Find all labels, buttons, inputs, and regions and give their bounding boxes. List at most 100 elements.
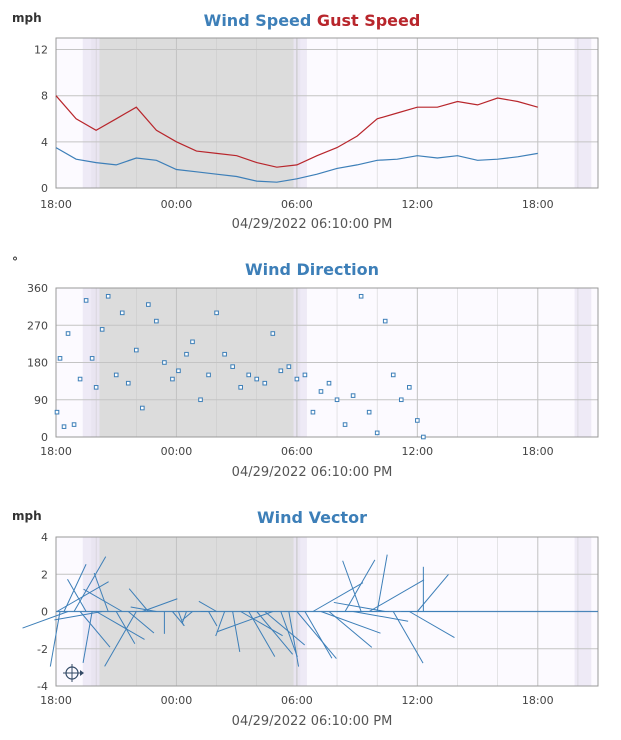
direction-point bbox=[154, 318, 159, 324]
gust-speed-series bbox=[55, 95, 538, 168]
x-tick-label: 18:00 bbox=[522, 445, 554, 458]
direction-point bbox=[294, 376, 300, 382]
timestamp-label: 04/29/2022 06:10:00 PM bbox=[232, 217, 393, 232]
direction-point bbox=[77, 376, 83, 382]
y-tick-label: 0 bbox=[41, 182, 48, 195]
direction-point bbox=[99, 327, 105, 332]
direction-point bbox=[146, 302, 151, 307]
x-tick-label: 18:00 bbox=[522, 198, 554, 211]
direction-point bbox=[214, 310, 219, 316]
chart-panel-2: 0 90 180 270 360 18:00 00:00 06:00 12:00 18:00 ° Wi… bbox=[12, 255, 599, 480]
direction-point bbox=[93, 385, 99, 390]
direction-point bbox=[176, 368, 181, 374]
x-tick-label: 06:00 bbox=[281, 198, 313, 211]
wind-vector bbox=[416, 574, 449, 612]
x-tick-label: 12:00 bbox=[401, 445, 433, 458]
wind-vector bbox=[95, 611, 145, 640]
y-tick-label: 4 bbox=[41, 531, 48, 544]
x-tick-label: 06:00 bbox=[281, 445, 313, 458]
direction-point bbox=[113, 372, 119, 378]
wind-vector bbox=[67, 578, 87, 612]
y-axis-unit: mph bbox=[12, 11, 42, 25]
wind-vector bbox=[342, 560, 362, 612]
y-tick-label: -4 bbox=[37, 680, 48, 693]
direction-point bbox=[342, 422, 348, 427]
direction-point bbox=[398, 397, 404, 403]
wind-vector bbox=[328, 611, 373, 648]
y-tick-label: 0 bbox=[41, 431, 48, 444]
wind-vector bbox=[198, 600, 217, 612]
direction-point bbox=[270, 331, 276, 336]
direction-point bbox=[198, 397, 203, 403]
direction-point bbox=[65, 331, 71, 336]
wind-vector bbox=[177, 611, 185, 626]
direction-point bbox=[133, 347, 139, 353]
plot-frame bbox=[55, 287, 599, 438]
wind-vector bbox=[182, 611, 187, 623]
direction-point bbox=[246, 372, 252, 378]
x-tick-label: 18:00 bbox=[40, 694, 72, 707]
direction-point bbox=[170, 376, 175, 382]
direction-point bbox=[310, 409, 316, 415]
direction-point bbox=[374, 430, 380, 436]
y-tick-label: 270 bbox=[27, 319, 48, 332]
chart-panel-3: -4 -2 0 2 4 18:00 00:00 06:00 12:00 18:00 mph Wind … bbox=[12, 508, 599, 729]
compass-arrow bbox=[80, 670, 84, 676]
x-tick-label: 18:00 bbox=[40, 445, 72, 458]
direction-point bbox=[302, 372, 308, 378]
wind-vector bbox=[288, 611, 300, 667]
x-tick-label: 18:00 bbox=[40, 198, 72, 211]
wind-vector bbox=[128, 588, 149, 612]
wind-vector bbox=[296, 611, 337, 659]
wind-vector bbox=[104, 611, 137, 667]
direction-point bbox=[334, 397, 340, 403]
wind-vector bbox=[115, 611, 136, 645]
wind-vector bbox=[73, 556, 107, 612]
wind-vector bbox=[320, 611, 381, 634]
direction-point bbox=[350, 393, 356, 398]
y-tick-label: -2 bbox=[37, 643, 48, 656]
wind-vector bbox=[280, 611, 298, 658]
chart-title: Wind Speed Gust Speed bbox=[204, 11, 421, 30]
chart-panel-1: 0 4 8 12 18:00 00:00 06:00 12:00 18:00 mph Wind Sp… bbox=[12, 11, 599, 232]
direction-point bbox=[415, 418, 420, 423]
direction-point bbox=[162, 360, 167, 365]
direction-point bbox=[318, 389, 324, 394]
wind-vector bbox=[312, 582, 364, 612]
y-tick-label: 12 bbox=[34, 44, 48, 57]
x-tick-label: 18:00 bbox=[522, 694, 554, 707]
y-tick-label: 180 bbox=[27, 357, 48, 370]
timestamp-label: 04/29/2022 06:10:00 PM bbox=[232, 465, 393, 480]
wind-vector bbox=[49, 611, 61, 667]
wind-vector bbox=[127, 611, 155, 634]
x-tick-label: 12:00 bbox=[401, 198, 433, 211]
x-tick-label: 12:00 bbox=[401, 694, 433, 707]
direction-point bbox=[382, 318, 388, 324]
x-tick-label: 06:00 bbox=[281, 694, 313, 707]
title-part: Wind Speed bbox=[204, 11, 312, 30]
wind-vector bbox=[22, 611, 69, 629]
wind-vector bbox=[333, 601, 386, 612]
wind-speed-series bbox=[55, 147, 538, 183]
wind-vector bbox=[232, 611, 241, 652]
wind-vector bbox=[353, 611, 409, 622]
x-tick-label: 00:00 bbox=[161, 694, 193, 707]
plot-frame bbox=[55, 37, 599, 189]
wind-vector bbox=[376, 554, 388, 612]
direction-point bbox=[71, 422, 77, 427]
wind-vector bbox=[79, 611, 111, 648]
compass-icon bbox=[63, 664, 84, 682]
direction-point bbox=[125, 380, 131, 386]
direction-point bbox=[57, 356, 63, 361]
y-tick-label: 2 bbox=[41, 568, 48, 581]
title-part: Gust Speed bbox=[311, 11, 420, 30]
wind-vector bbox=[304, 611, 333, 659]
direction-point bbox=[230, 364, 235, 369]
wind-vector bbox=[392, 611, 424, 664]
wind-vector bbox=[240, 611, 283, 637]
direction-point bbox=[421, 434, 426, 440]
y-axis-unit: ° bbox=[12, 255, 18, 269]
direction-point bbox=[140, 405, 145, 411]
wind-vector bbox=[63, 564, 87, 612]
